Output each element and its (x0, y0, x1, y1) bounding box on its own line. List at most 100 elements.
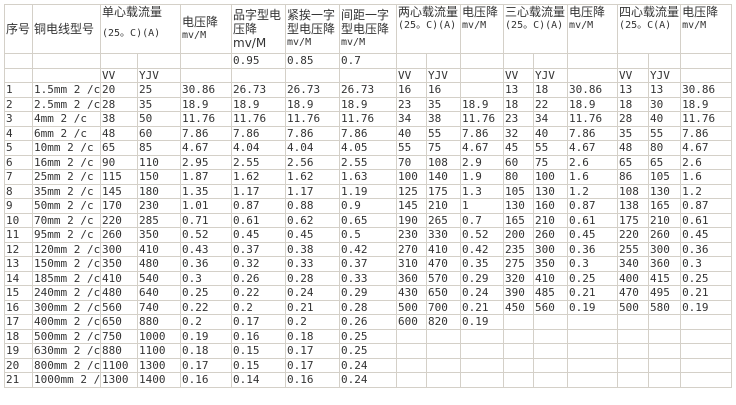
table-cell (533, 53, 569, 69)
table-cell: 0.24 (285, 285, 341, 301)
table-cell: 16 (4, 299, 33, 315)
table-cell: 21 (4, 372, 33, 388)
table-cell: 540 (136, 270, 182, 286)
table-cell: 175 (426, 183, 462, 199)
table-cell: 18 (617, 96, 650, 112)
table-cell (617, 343, 650, 359)
table-cell: 65 (100, 140, 138, 156)
table-cell: 230 (396, 227, 428, 243)
table-cell: 350 (533, 256, 569, 272)
table-cell: 0.26 (339, 314, 398, 330)
table-cell (180, 53, 233, 69)
table-cell: 0.61 (231, 212, 287, 228)
label: 单心载流量 (102, 5, 163, 20)
table-cell: 0.24 (460, 285, 505, 301)
table-cell: 220 (617, 227, 650, 243)
table-row: 16 300mm 2 /c 560 740 0.22 0.2 0.21 0.28 500 700 0… (4, 299, 733, 315)
table-cell: 1300 (100, 372, 138, 388)
table-cell (460, 82, 505, 98)
table-cell: 235 (503, 241, 535, 257)
table-cell: 45 (503, 140, 535, 156)
table-cell: 400mm 2 /c (32, 314, 101, 330)
table-cell: 1.62 (285, 169, 341, 185)
table-cell: 7.86 (231, 125, 287, 141)
table-cell: 0.25 (339, 343, 398, 359)
header-model: 铜电线型号 (32, 4, 101, 54)
table-cell: 1.2 (680, 183, 733, 199)
table-cell: 320 (503, 270, 535, 286)
table-cell: 25 (136, 82, 182, 98)
table-cell: 18 (4, 328, 33, 344)
table-cell: 18.9 (180, 96, 233, 112)
table-cell (648, 53, 682, 69)
table-cell (396, 357, 428, 373)
table-cell: 23 (503, 111, 535, 127)
table-row: 8 35mm 2 /c 145 180 1.35 1.17 1.17 1.19 125 175 1.… (4, 183, 733, 199)
table-cell: 185mm 2 /c (32, 270, 101, 286)
table-cell: 145 (100, 183, 138, 199)
table-cell: 7.86 (180, 125, 233, 141)
label: 间距一字型电压降 (341, 8, 390, 36)
table-cell: 0.33 (339, 270, 398, 286)
table-cell: 1.19 (339, 183, 398, 199)
table-cell: 0.14 (231, 372, 287, 388)
table-cell: 120mm 2 /c (32, 241, 101, 257)
table-cell: 350 (100, 256, 138, 272)
table-cell: 2.9 (460, 154, 505, 170)
table-cell: 0.36 (567, 241, 619, 257)
table-cell (32, 53, 101, 69)
label: 电压降 (182, 15, 219, 29)
table-cell: 0.28 (339, 299, 398, 315)
header-flat-spaced: 间距一字型电压降 mv/M (339, 4, 398, 54)
table-cell: 28 (617, 111, 650, 127)
unit: (25。C(A) (619, 20, 672, 31)
table-cell: 50 (136, 111, 182, 127)
table-cell: YJV (136, 67, 182, 83)
table-cell: 1300 (136, 357, 182, 373)
table-cell: 2.56 (285, 154, 341, 170)
table-cell: 55 (426, 125, 462, 141)
table-cell: 70mm 2 /c (32, 212, 101, 228)
table-row: 12 120mm 2 /c 300 410 0.43 0.37 0.38 0.42 270 410… (4, 241, 733, 257)
table-cell: 130 (648, 183, 682, 199)
table-row: 3 4mm 2 /c 38 50 11.76 11.76 11.76 11.76 34 38 11.… (4, 111, 733, 127)
table-cell: 500mm 2 /c (32, 328, 101, 344)
table-cell (648, 372, 682, 388)
table-cell: 495 (648, 285, 682, 301)
table-cell: 210 (426, 198, 462, 214)
unit: (25。C)(A) (398, 20, 457, 31)
table-cell: 55 (533, 140, 569, 156)
table-cell (4, 53, 33, 69)
table-cell: 75 (533, 154, 569, 170)
table-cell: 26.73 (339, 82, 398, 98)
table-cell (533, 357, 569, 373)
table-cell (503, 328, 535, 344)
table-cell: 18.9 (460, 96, 505, 112)
table-cell: 30.86 (680, 82, 733, 98)
table-cell: 4 (4, 125, 33, 141)
table-row: 18 500mm 2 /c 750 1000 0.19 0.16 0.18 0.25 (4, 328, 733, 344)
table-cell: 9 (4, 198, 33, 214)
table-cell (617, 372, 650, 388)
table-cell: 16 (396, 82, 428, 98)
table-cell: 0.19 (460, 314, 505, 330)
table-cell: 32 (503, 125, 535, 141)
table-cell: 0.88 (285, 198, 341, 214)
table-cell (460, 372, 505, 388)
table-cell: 800mm 2 /c (32, 357, 101, 373)
table-cell: 0.16 (180, 372, 233, 388)
table-cell: 2.95 (180, 154, 233, 170)
table-cell: 40 (648, 111, 682, 127)
table-cell: 0.7 (339, 53, 398, 69)
table-cell: 480 (100, 285, 138, 301)
table-cell: 7.86 (680, 125, 733, 141)
table-cell: 0.37 (339, 256, 398, 272)
table-cell: 0.19 (680, 299, 733, 315)
table-row: 2 2.5mm 2 /c 28 35 18.9 18.9 18.9 18.9 23 35 18.9 1… (4, 96, 733, 112)
table-cell: 130 (503, 198, 535, 214)
table-cell: 270 (396, 241, 428, 257)
table-cell: 7 (4, 169, 33, 185)
table-cell: 220 (100, 212, 138, 228)
table-cell: 230 (136, 198, 182, 214)
header-four-drop: 电压降 mv/M (680, 4, 733, 54)
